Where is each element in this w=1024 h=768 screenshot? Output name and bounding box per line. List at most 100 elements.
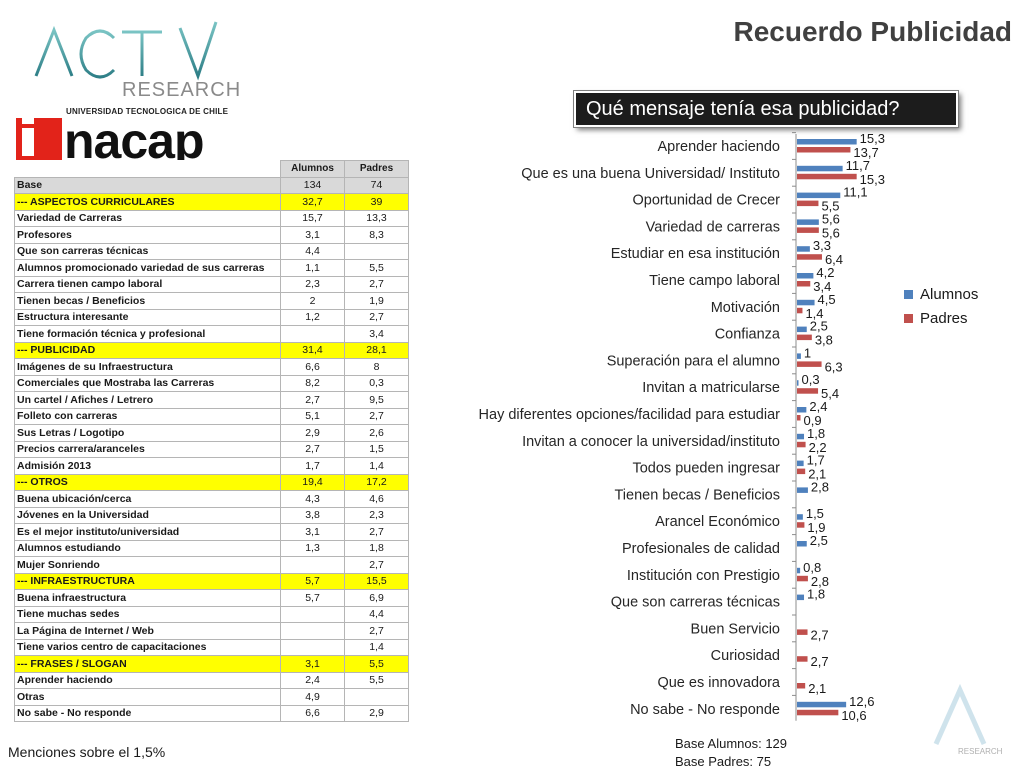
table-row: Alumnos promocionado variedad de sus car… bbox=[14, 259, 409, 277]
category-label: Tiene campo laboral bbox=[649, 273, 780, 289]
bar-padres bbox=[797, 629, 808, 635]
data-label-alumnos: 4,2 bbox=[816, 265, 834, 280]
legend-label-padres: Padres bbox=[920, 309, 968, 327]
data-label-padres: 5,5 bbox=[821, 199, 839, 214]
table-section-row: --- INFRAESTRUCTURA 5,7 15,5 bbox=[14, 572, 409, 590]
bar-padres bbox=[797, 575, 808, 582]
base-alumnos: Base Alumnos: 129 bbox=[675, 736, 788, 751]
bar-padres bbox=[797, 173, 857, 180]
bar-padres bbox=[797, 388, 819, 394]
category-label: Buen Servicio bbox=[691, 621, 780, 637]
data-label-padres: 3,4 bbox=[813, 279, 831, 294]
table-cell-label: --- PUBLICIDAD bbox=[14, 341, 281, 359]
data-label-padres: 0,9 bbox=[804, 413, 822, 428]
data-label-alumnos: 2,4 bbox=[809, 399, 827, 414]
category-label: Que es innovadora bbox=[657, 675, 780, 691]
data-table: Alumnos Padres Base 134 74 --- ASPECTOS CUR… bbox=[14, 160, 409, 722]
table-cell-alumnos: 134 bbox=[280, 176, 345, 194]
table-cell-alumnos: 1,1 bbox=[280, 259, 345, 277]
table-header-row: Alumnos Padres bbox=[14, 160, 409, 178]
page-title: Recuerdo Publicidad bbox=[733, 16, 1013, 47]
bar-alumnos bbox=[797, 460, 804, 467]
table-cell-alumnos: 15,7 bbox=[280, 209, 345, 227]
table-cell-padres: 2,6 bbox=[344, 424, 409, 442]
data-label-alumnos: 1,5 bbox=[806, 506, 824, 521]
table-section-row: --- OTROS 19,4 17,2 bbox=[14, 473, 409, 491]
bar-alumnos bbox=[797, 407, 807, 413]
bar-alumnos bbox=[797, 541, 807, 547]
table-base-row: Base 134 74 bbox=[14, 176, 409, 194]
data-label-alumnos: 5,6 bbox=[822, 211, 840, 226]
bar-padres bbox=[797, 522, 805, 528]
table-cell-padres: 0,3 bbox=[344, 374, 409, 392]
bar-padres bbox=[797, 254, 822, 260]
category-label: Estudiar en esa institución bbox=[611, 246, 780, 262]
question-box: Qué mensaje tenía esa publicidad? bbox=[573, 90, 959, 128]
table-cell-padres: 6,9 bbox=[344, 589, 409, 607]
bar-padres bbox=[797, 147, 851, 153]
data-label-padres: 3,8 bbox=[815, 333, 833, 348]
data-label-alumnos: 1,7 bbox=[807, 453, 825, 468]
table-row: Carrera tienen campo laboral 2,3 2,7 bbox=[14, 275, 409, 293]
base-padres: Base Padres: 75 bbox=[675, 754, 772, 768]
bar-padres bbox=[797, 683, 806, 689]
table-row: Aprender haciendo 2,4 5,5 bbox=[14, 671, 409, 689]
table-row: Imágenes de su Infraestructura 6,6 8 bbox=[14, 358, 409, 376]
bar-padres bbox=[797, 415, 801, 421]
table-cell-padres: 2,3 bbox=[344, 506, 409, 524]
table-row: Folleto con carreras 5,1 2,7 bbox=[14, 407, 409, 425]
table-cell-label: --- OTROS bbox=[14, 473, 281, 491]
category-label: Hay diferentes opciones/facilidad para e… bbox=[479, 407, 781, 423]
table-cell-padres: 5,5 bbox=[344, 671, 409, 689]
table-row: Un cartel / Afiches / Letrero 2,7 9,5 bbox=[14, 391, 409, 409]
table-section-row: --- FRASES / SLOGAN 3,1 5,5 bbox=[14, 655, 409, 673]
activ-research-logo: RESEARCH bbox=[34, 21, 240, 101]
data-label-padres: 15,3 bbox=[860, 172, 885, 187]
table-section-row: --- ASPECTOS CURRICULARES 32,7 39 bbox=[14, 193, 409, 211]
data-label-alumnos: 4,5 bbox=[818, 292, 836, 307]
inacap-caption: UNIVERSIDAD TECNOLOGICA DE CHILE bbox=[66, 107, 229, 116]
data-label-alumnos: 15,3 bbox=[860, 131, 885, 146]
data-label-alumnos: 2,5 bbox=[810, 319, 828, 334]
category-label: Oportunidad de Crecer bbox=[633, 193, 781, 209]
bar-alumnos bbox=[797, 567, 801, 574]
data-label-alumnos: 2,5 bbox=[810, 533, 828, 548]
data-label-padres: 5,6 bbox=[822, 225, 840, 240]
data-label-padres: 6,4 bbox=[825, 252, 843, 267]
data-label-alumnos: 11,7 bbox=[846, 158, 870, 173]
table-cell-alumnos: 5,1 bbox=[280, 407, 345, 425]
table-row: Admisión 2013 1,7 1,4 bbox=[14, 457, 409, 475]
category-label: Motivación bbox=[711, 300, 780, 316]
category-label: Superación para el alumno bbox=[607, 353, 780, 369]
table-cell-label: Variedad de Carreras bbox=[14, 209, 281, 227]
table-cell-label: --- INFRAESTRUCTURA bbox=[14, 572, 281, 590]
legend-item-padres: Padres bbox=[904, 306, 978, 330]
bar-padres bbox=[797, 709, 839, 716]
bar-alumnos bbox=[797, 326, 807, 333]
category-label: Que son carreras técnicas bbox=[611, 595, 780, 611]
data-label-padres: 13,7 bbox=[853, 145, 878, 160]
corner-research-text: RESEARCH bbox=[958, 747, 1003, 756]
category-label: Aprender haciendo bbox=[657, 139, 780, 155]
bar-alumnos bbox=[797, 701, 847, 708]
table-cell-padres: 15,5 bbox=[344, 572, 409, 590]
table-cell-padres: 2,9 bbox=[344, 704, 409, 722]
table-cell-label: Tiene varios centro de capacitaciones bbox=[14, 638, 281, 656]
bar-padres bbox=[797, 361, 822, 367]
data-label-alumnos: 1 bbox=[804, 345, 811, 360]
data-label-alumnos: 2,8 bbox=[811, 479, 829, 494]
category-label: Tienen becas / Beneficios bbox=[614, 487, 780, 503]
chart-legend: Alumnos Padres bbox=[904, 282, 978, 330]
table-row: Que son carreras técnicas 4,4 bbox=[14, 242, 409, 260]
table-cell-label: Alumnos promocionado variedad de sus car… bbox=[14, 259, 281, 277]
legend-swatch-padres bbox=[904, 313, 913, 323]
bar-alumnos bbox=[797, 380, 799, 386]
category-label: Curiosidad bbox=[711, 648, 780, 664]
data-label-alumnos: 1,8 bbox=[807, 587, 825, 602]
category-label: Arancel Económico bbox=[655, 514, 780, 530]
table-cell-padres: 1,5 bbox=[344, 440, 409, 458]
bar-alumnos bbox=[797, 594, 805, 601]
table-cell-alumnos: 1,3 bbox=[280, 539, 345, 557]
bar-padres bbox=[797, 200, 819, 207]
